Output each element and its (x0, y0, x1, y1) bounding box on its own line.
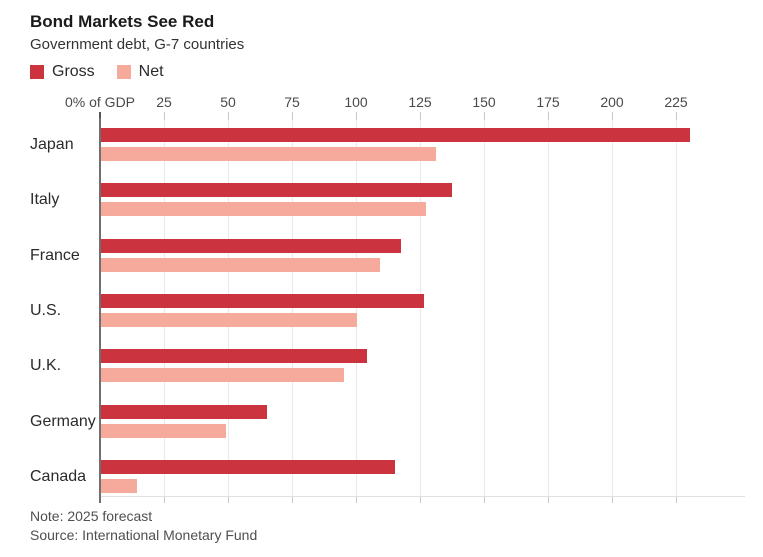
bar-net-us (101, 313, 357, 327)
category-label-germany: Germany (30, 413, 96, 430)
x-tick-mark-150 (484, 112, 485, 120)
x-tick-mark-25 (164, 112, 165, 120)
bar-gross-france (101, 239, 401, 253)
x-bottom-tick-50 (228, 496, 229, 503)
gridline-175 (548, 120, 549, 496)
bar-net-uk (101, 368, 345, 382)
x-axis-baseline (99, 496, 745, 497)
legend-label-net: Net (138, 63, 164, 80)
bar-gross-canada (101, 460, 396, 474)
net-swatch-icon (116, 65, 131, 79)
y-axis-line (99, 118, 101, 503)
legend-item-net: Net (116, 63, 164, 81)
footnote: Note: 2025 forecast (30, 508, 153, 524)
x-tick-mark-200 (612, 112, 613, 120)
gridline-225 (676, 120, 677, 496)
x-tick-label-0: 0% of GDP (64, 94, 136, 110)
x-bottom-tick-25 (164, 496, 165, 503)
bar-gross-japan (101, 128, 690, 142)
legend-item-gross: Gross (30, 63, 95, 81)
x-bottom-tick-100 (356, 496, 357, 503)
chart-subtitle: Government debt, G-7 countries (30, 36, 245, 53)
bar-gross-italy (101, 183, 452, 197)
legend-label-gross: Gross (52, 63, 95, 80)
x-bottom-tick-200 (612, 496, 613, 503)
bar-net-italy (101, 202, 427, 216)
x-bottom-tick-75 (292, 496, 293, 503)
x-tick-label-50: 50 (220, 94, 236, 110)
gross-swatch-icon (30, 65, 44, 79)
x-tick-label-125: 125 (408, 94, 432, 110)
x-tick-label-150: 150 (472, 94, 496, 110)
bar-net-canada (101, 479, 137, 493)
bar-net-france (101, 258, 381, 272)
x-tick-mark-125 (420, 112, 421, 120)
gridline-100 (356, 120, 357, 496)
gridline-25 (164, 120, 165, 496)
category-label-uk: U.K. (30, 357, 62, 374)
category-label-italy: Italy (30, 191, 60, 208)
bar-gross-us (101, 294, 424, 308)
x-tick-mark-100 (356, 112, 357, 120)
source-line: Source: International Monetary Fund (30, 527, 258, 543)
legend: Gross Net (30, 63, 164, 81)
gridline-200 (612, 120, 613, 496)
gridline-125 (420, 120, 421, 496)
x-tick-mark-225 (676, 112, 677, 120)
category-label-japan: Japan (30, 136, 74, 153)
x-tick-mark-175 (548, 112, 549, 120)
gridline-50 (228, 120, 229, 496)
x-bottom-tick-125 (420, 496, 421, 503)
category-label-canada: Canada (30, 468, 87, 485)
bar-net-germany (101, 424, 227, 438)
x-tick-mark-75 (292, 112, 293, 120)
x-bottom-tick-175 (548, 496, 549, 503)
x-bottom-tick-150 (484, 496, 485, 503)
x-tick-label-75: 75 (284, 94, 300, 110)
bar-net-japan (101, 147, 437, 161)
x-bottom-tick-225 (676, 496, 677, 503)
chart-title: Bond Markets See Red (30, 12, 215, 31)
gridline-150 (484, 120, 485, 496)
x-tick-label-225: 225 (664, 94, 688, 110)
gridline-75 (292, 120, 293, 496)
bar-gross-uk (101, 349, 368, 363)
x-tick-label-25: 25 (156, 94, 172, 110)
x-tick-label-200: 200 (600, 94, 624, 110)
x-tick-label-100: 100 (344, 94, 368, 110)
x-tick-mark-0 (99, 112, 101, 120)
bar-gross-germany (101, 405, 268, 419)
category-label-france: France (30, 247, 80, 264)
category-label-us: U.S. (30, 302, 62, 319)
x-tick-label-175: 175 (536, 94, 560, 110)
x-tick-mark-50 (228, 112, 229, 120)
